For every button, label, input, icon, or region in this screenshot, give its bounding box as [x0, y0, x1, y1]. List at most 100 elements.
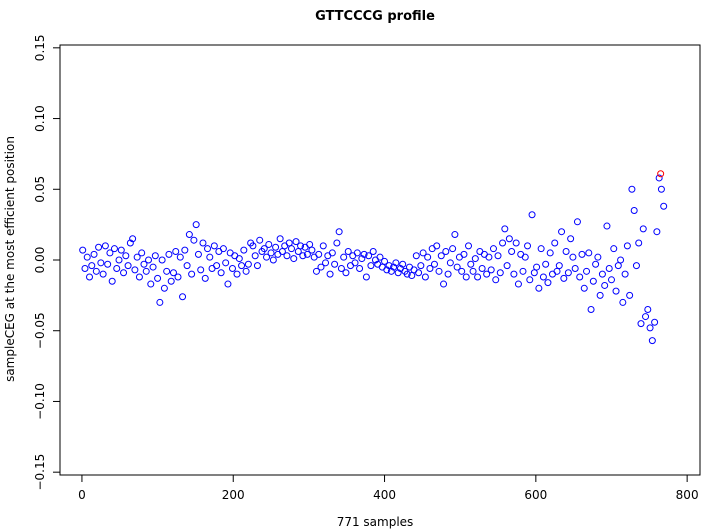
point: [607, 276, 615, 284]
point: [628, 185, 636, 193]
point: [104, 260, 112, 268]
point: [560, 274, 568, 282]
point: [358, 255, 366, 263]
point: [598, 270, 606, 278]
point: [272, 243, 280, 251]
point: [120, 269, 128, 277]
point: [521, 253, 529, 261]
point: [140, 260, 148, 268]
point: [337, 264, 345, 272]
point: [206, 253, 214, 261]
point: [219, 245, 227, 253]
point: [505, 235, 513, 243]
point: [83, 253, 91, 261]
point: [449, 245, 457, 253]
point: [430, 260, 438, 268]
point: [646, 324, 654, 332]
point: [147, 280, 155, 288]
point: [360, 250, 368, 258]
point: [199, 239, 207, 247]
point: [81, 264, 89, 272]
point: [256, 236, 264, 244]
point: [433, 242, 441, 250]
point: [576, 273, 584, 281]
point: [487, 266, 495, 274]
point: [90, 250, 98, 258]
point: [322, 259, 330, 267]
point: [555, 262, 563, 270]
point: [426, 264, 434, 272]
point: [210, 242, 218, 250]
point: [530, 269, 538, 277]
point: [149, 263, 157, 271]
point: [567, 235, 575, 243]
point: [95, 243, 103, 251]
point: [79, 246, 87, 254]
point: [562, 248, 570, 256]
point: [156, 298, 164, 306]
point: [592, 260, 600, 268]
point: [657, 170, 665, 178]
point: [569, 253, 577, 261]
point: [217, 269, 225, 277]
point: [453, 263, 461, 271]
point: [392, 259, 400, 267]
point: [126, 239, 134, 247]
point: [610, 245, 618, 253]
point: [269, 256, 277, 264]
point: [299, 252, 307, 260]
point: [312, 267, 320, 275]
point: [242, 267, 250, 275]
point: [92, 267, 100, 275]
point: [601, 281, 609, 289]
point: [145, 256, 153, 264]
point: [192, 221, 200, 229]
point: [580, 284, 588, 292]
point: [544, 279, 552, 287]
point: [651, 318, 659, 326]
point: [465, 242, 473, 250]
point: [415, 269, 423, 277]
point: [88, 262, 96, 270]
x-axis-label: 771 samples: [337, 515, 414, 529]
point: [124, 262, 132, 270]
point: [394, 269, 402, 277]
point: [169, 269, 177, 277]
point: [108, 277, 116, 285]
point: [133, 253, 141, 261]
point: [437, 252, 445, 260]
point: [503, 262, 511, 270]
point: [485, 253, 493, 261]
point: [435, 267, 443, 275]
point: [510, 270, 518, 278]
point: [533, 263, 541, 271]
point: [276, 235, 284, 243]
point: [494, 252, 502, 260]
point: [478, 264, 486, 272]
point: [458, 267, 466, 275]
point: [326, 270, 334, 278]
point: [344, 248, 352, 256]
point: [167, 277, 175, 285]
point: [135, 273, 143, 281]
point: [238, 262, 246, 270]
point: [508, 248, 516, 256]
point: [399, 260, 407, 268]
point: [249, 242, 257, 250]
point: [106, 249, 114, 257]
point: [630, 206, 638, 214]
point: [113, 264, 121, 272]
point: [635, 239, 643, 247]
point: [303, 250, 311, 258]
point: [512, 239, 520, 247]
point: [589, 277, 597, 285]
y-tick-label: −0.15: [33, 454, 47, 491]
point: [614, 262, 622, 270]
point: [213, 262, 221, 270]
point: [201, 274, 209, 282]
point: [424, 253, 432, 261]
point: [331, 260, 339, 268]
point: [253, 262, 261, 270]
point: [573, 218, 581, 226]
point: [158, 256, 166, 264]
